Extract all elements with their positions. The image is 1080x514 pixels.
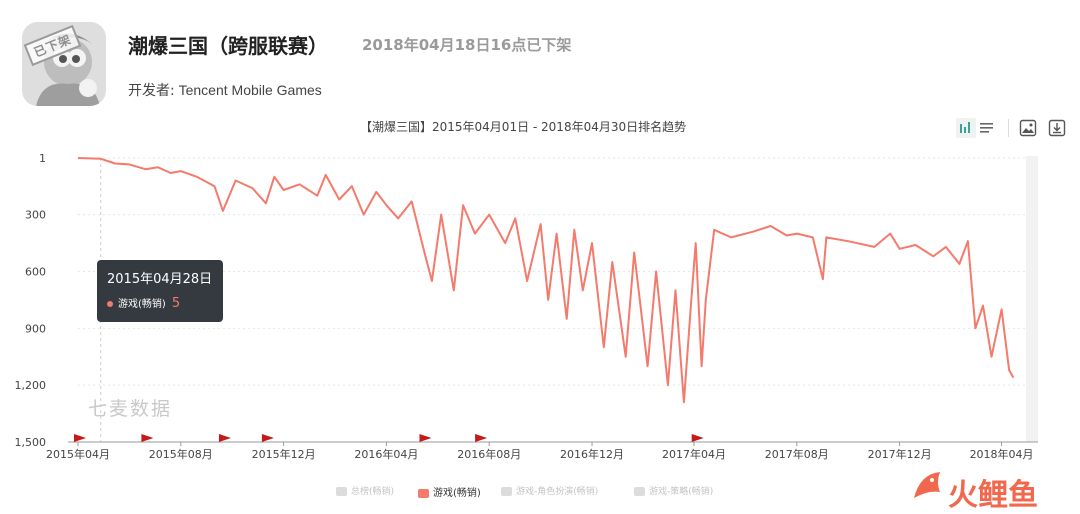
tooltip-row: 游戏(畅销) 5 (107, 295, 213, 311)
legend-swatch (501, 487, 512, 496)
event-flag-icon (692, 434, 704, 448)
legend-item-games[interactable]: 游戏(畅销) (418, 484, 481, 499)
event-flag-icon (419, 434, 431, 448)
watermark: 七麦数据 (88, 394, 172, 421)
y-tick-label: 1,200 (15, 379, 47, 392)
plot-right-band (1026, 156, 1038, 442)
x-tick-label: 2015年08月 (149, 447, 213, 461)
legend-swatch (336, 487, 347, 496)
legend-swatch (418, 489, 429, 498)
legend-item-overall[interactable]: 总榜(畅销) (336, 484, 394, 497)
x-tick-label: 2015年12月 (252, 447, 316, 461)
y-tick-label: 900 (25, 322, 46, 335)
event-flag-icon (475, 434, 487, 448)
event-flag-icon (219, 434, 231, 448)
x-tick-label: 2017年08月 (765, 447, 829, 461)
x-tick-label: 2015年04月 (46, 447, 110, 461)
y-tick-label: 1 (39, 152, 46, 165)
tooltip-series-name: 游戏(畅销) (118, 299, 166, 310)
brand-logo: 火鲤鱼 (910, 468, 1060, 508)
y-tick-label: 300 (25, 209, 46, 222)
legend-label: 游戏-角色扮演(畅销) (516, 487, 598, 497)
x-tick-label: 2016年12月 (560, 447, 624, 461)
x-tick-label: 2016年08月 (457, 447, 521, 461)
x-tick-label: 2016年04月 (354, 447, 418, 461)
legend-item-strategy[interactable]: 游戏-策略(畅销) (634, 484, 713, 497)
event-flag-icon (262, 434, 274, 448)
legend-swatch (634, 487, 645, 496)
legend-item-rpg[interactable]: 游戏-角色扮演(畅销) (501, 484, 598, 497)
legend-label: 总榜(畅销) (351, 487, 394, 497)
y-tick-label: 1,500 (15, 436, 47, 449)
legend-label: 游戏(畅销) (433, 488, 481, 499)
tooltip-value: 5 (172, 296, 180, 311)
y-tick-label: 600 (25, 265, 46, 278)
tooltip-series-dot (107, 301, 113, 307)
event-flag-icon (74, 434, 86, 448)
chart-tooltip: 2015年04月28日 游戏(畅销) 5 (97, 260, 223, 322)
tooltip-date: 2015年04月28日 (107, 268, 213, 287)
event-flag-icon (141, 434, 153, 448)
brand-text: 火鲤鱼 (948, 470, 1038, 514)
legend-label: 游戏-策略(畅销) (649, 487, 713, 497)
fish-icon (910, 468, 944, 506)
x-tick-label: 2018年04月 (970, 447, 1034, 461)
x-tick-label: 2017年12月 (868, 447, 932, 461)
x-tick-label: 2017年04月 (662, 447, 726, 461)
